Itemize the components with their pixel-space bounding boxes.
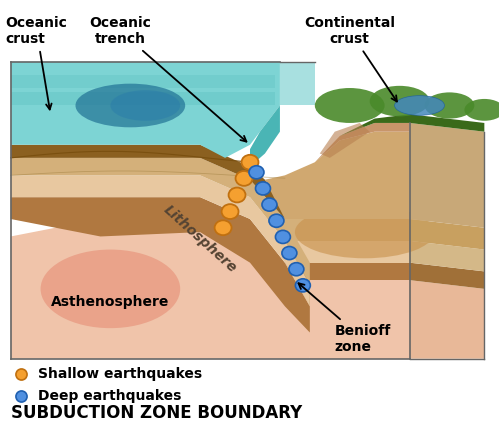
Polygon shape [315,123,410,162]
Text: Asthenosphere: Asthenosphere [50,295,169,309]
Polygon shape [250,106,280,166]
Circle shape [222,204,238,219]
Polygon shape [10,92,275,106]
Polygon shape [10,175,310,306]
Polygon shape [285,263,410,306]
Circle shape [262,198,277,211]
Text: Lithosphere: Lithosphere [161,202,240,275]
Text: Continental
crust: Continental crust [304,16,397,102]
Circle shape [289,263,304,276]
Ellipse shape [315,88,384,123]
Text: Deep earthquakes: Deep earthquakes [38,389,182,403]
Ellipse shape [370,86,430,117]
Ellipse shape [76,84,185,127]
Circle shape [228,187,246,202]
Circle shape [276,230,290,244]
Circle shape [242,155,258,170]
Text: Oceanic
trench: Oceanic trench [90,16,246,141]
Circle shape [269,214,284,227]
Circle shape [256,182,270,195]
Text: SUBDUCTION ZONE BOUNDARY: SUBDUCTION ZONE BOUNDARY [10,404,302,422]
Polygon shape [410,219,484,250]
Circle shape [282,247,297,260]
Text: Benioff
zone: Benioff zone [298,283,391,354]
Ellipse shape [464,99,500,121]
Polygon shape [410,263,484,289]
Polygon shape [320,123,370,158]
Ellipse shape [40,250,180,328]
Polygon shape [315,114,484,162]
Polygon shape [285,241,410,263]
Text: Shallow earthquakes: Shallow earthquakes [38,367,202,381]
Polygon shape [10,219,310,359]
Polygon shape [10,75,275,88]
Polygon shape [265,132,410,219]
Polygon shape [410,280,484,359]
Ellipse shape [424,92,474,119]
Circle shape [214,220,232,235]
Polygon shape [280,62,315,106]
Polygon shape [285,280,410,359]
Polygon shape [410,123,484,228]
Polygon shape [285,219,410,241]
Circle shape [296,279,310,292]
Polygon shape [410,241,484,272]
Ellipse shape [110,90,180,121]
Circle shape [236,171,252,186]
Ellipse shape [295,206,434,258]
Text: Oceanic
crust: Oceanic crust [6,16,68,110]
Circle shape [249,166,264,179]
Polygon shape [10,197,310,332]
Polygon shape [10,158,310,285]
Polygon shape [10,145,285,219]
Ellipse shape [394,95,444,115]
Polygon shape [10,62,280,158]
